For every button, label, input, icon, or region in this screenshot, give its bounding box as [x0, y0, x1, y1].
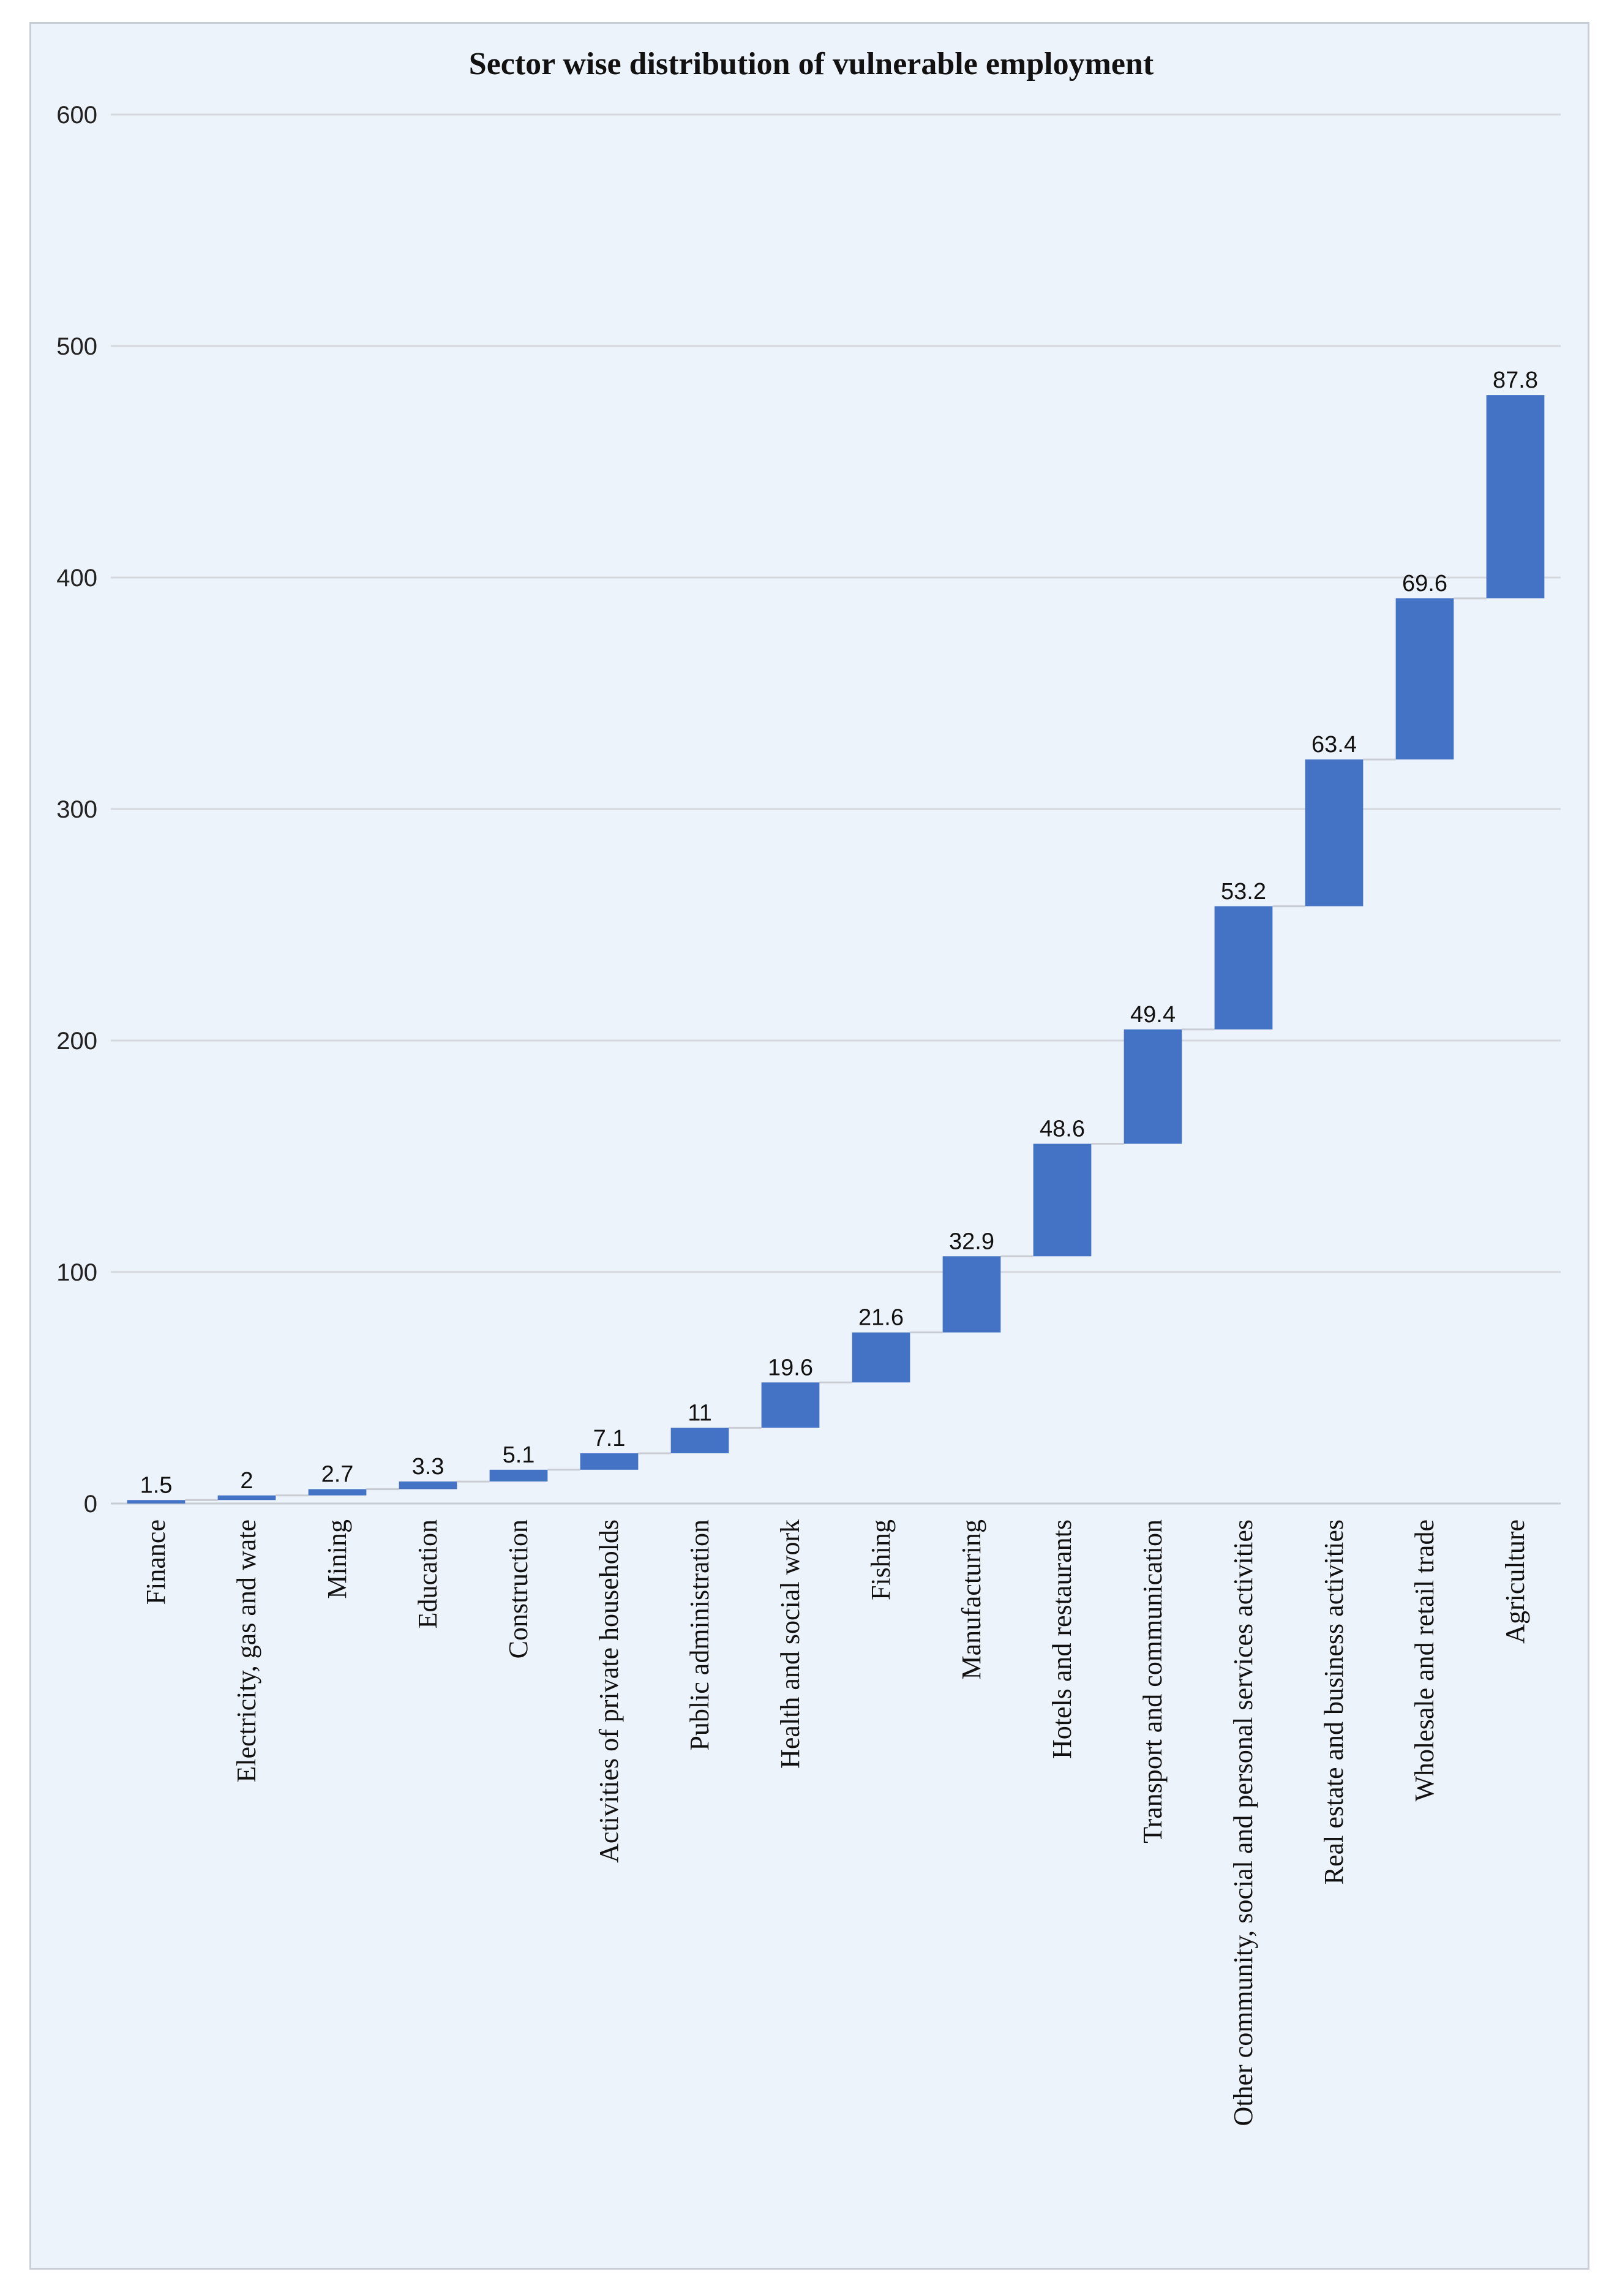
bar-3: [399, 1481, 457, 1489]
data-label: 87.8: [1493, 367, 1538, 393]
y-tick-label: 500: [56, 333, 97, 360]
y-tick-label: 200: [56, 1028, 97, 1055]
data-label: 2.7: [321, 1462, 354, 1488]
y-tick-label: 0: [84, 1491, 97, 1518]
bar-1: [217, 1495, 276, 1500]
bar-2: [308, 1489, 367, 1496]
grid-layer: 0 100 200 300 400 500 600: [56, 102, 1561, 1518]
x-tick-label: Electricity, gas and wate: [231, 1519, 261, 1783]
x-tick-label: Public administration: [685, 1519, 715, 1751]
data-label: 19.6: [768, 1355, 813, 1380]
bar-4: [489, 1469, 548, 1482]
x-tick-label: Real estate and business activities: [1319, 1519, 1349, 1884]
x-tick-label: Manufacturing: [956, 1519, 986, 1679]
chart-svg: Sector wise distribution of vulnerable e…: [56, 47, 1561, 2126]
x-tick-label: Other community, social and personal ser…: [1228, 1519, 1258, 2126]
bar-12: [1214, 906, 1273, 1029]
y-tick-label: 400: [56, 565, 97, 592]
y-tick-label: 100: [56, 1259, 97, 1286]
chart-title: Sector wise distribution of vulnerable e…: [469, 47, 1154, 81]
chart-frame: Sector wise distribution of vulnerable e…: [29, 22, 1589, 2270]
data-label: 7.1: [593, 1426, 626, 1451]
x-tick-label: Finance: [141, 1519, 171, 1605]
x-tick-label: Education: [413, 1519, 443, 1628]
data-label: 53.2: [1221, 879, 1266, 905]
data-label: 48.6: [1040, 1116, 1085, 1142]
data-label: 2: [240, 1468, 253, 1494]
x-axis-labels: Finance Electricity, gas and wate Mining Ed…: [141, 1519, 1530, 2126]
x-tick-label: Wholesale and retail trade: [1409, 1519, 1439, 1802]
bar-9: [942, 1256, 1001, 1333]
x-tick-label: Fishing: [866, 1519, 896, 1600]
data-label: 11: [688, 1400, 711, 1426]
bar-13: [1305, 759, 1364, 906]
data-label: 69.6: [1402, 571, 1447, 597]
bar-8: [852, 1332, 910, 1383]
data-label: 21.6: [858, 1305, 904, 1331]
x-tick-label: Transport and communication: [1138, 1519, 1168, 1843]
data-label: 32.9: [949, 1229, 994, 1254]
x-tick-label: Hotels and restaurants: [1047, 1519, 1077, 1759]
label-layer: 1.5 2 2.7 3.3 5.1 7.1 11 19.6 21.6 32.9 48.6 49.4 53…: [140, 367, 1538, 1498]
data-label: 1.5: [140, 1472, 173, 1498]
bar-14: [1395, 598, 1454, 760]
x-tick-label: Health and social work: [775, 1519, 805, 1769]
data-label: 5.1: [503, 1442, 535, 1468]
bar-7: [761, 1382, 820, 1428]
bar-0: [127, 1500, 186, 1504]
bar-15: [1486, 395, 1545, 599]
bar-10: [1033, 1143, 1092, 1257]
x-tick-label: Construction: [503, 1519, 533, 1658]
bar-layer: [127, 395, 1545, 1504]
x-tick-label: Mining: [322, 1519, 352, 1599]
bar-5: [580, 1453, 639, 1470]
bar-6: [670, 1428, 729, 1453]
bar-11: [1124, 1029, 1182, 1144]
x-tick-label: Activities of private households: [594, 1519, 624, 1863]
data-label: 63.4: [1311, 732, 1357, 758]
x-tick-label: Agriculture: [1500, 1519, 1530, 1644]
y-tick-label: 300: [56, 796, 97, 823]
y-tick-label: 600: [56, 102, 97, 129]
connector-layer: [185, 597, 1487, 1501]
data-label: 3.3: [412, 1454, 445, 1480]
data-label: 49.4: [1130, 1002, 1176, 1028]
